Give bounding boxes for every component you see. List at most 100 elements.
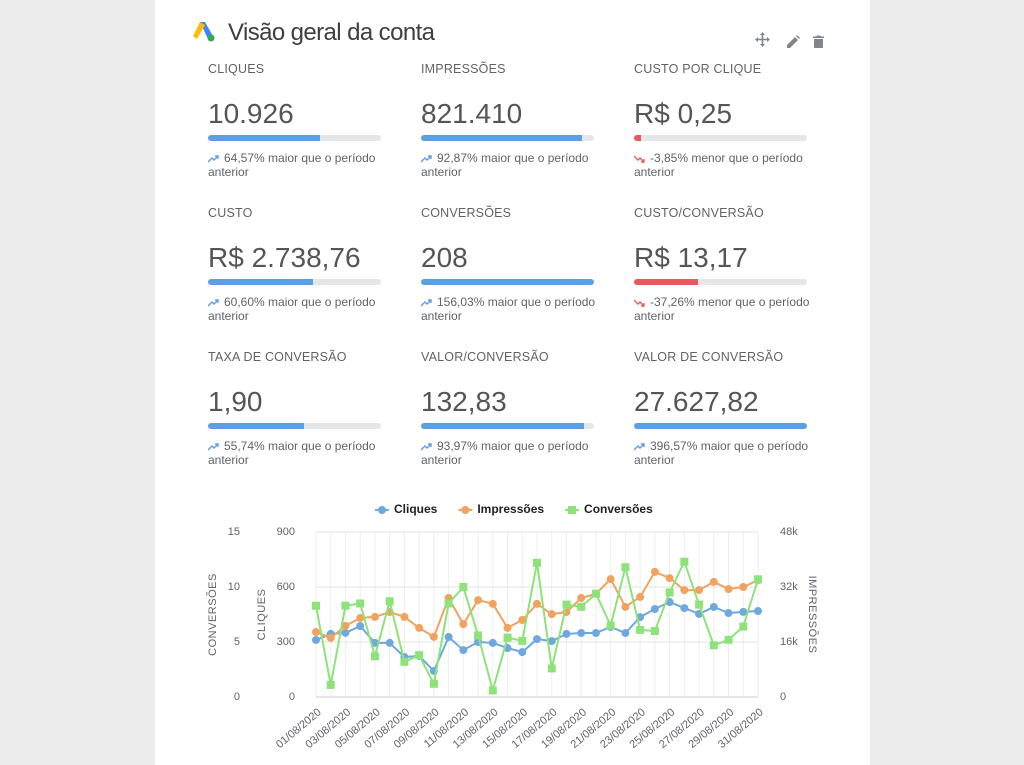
trend-up-icon <box>420 299 432 307</box>
point <box>680 586 689 595</box>
metric-label: CONVERSÕES <box>421 206 512 220</box>
metric-value: R$ 2.738,76 <box>208 242 361 273</box>
change-text: 55,74% maior que o período anterior <box>208 439 376 467</box>
metric-change: 64,57% maior que o período anterior <box>207 151 403 179</box>
point <box>341 628 350 637</box>
move-button[interactable] <box>755 32 770 47</box>
point <box>518 616 527 624</box>
progress-bar <box>634 279 699 285</box>
metric-value: 208 <box>421 242 468 273</box>
change-text: 93,97% maior que o período anterior <box>421 439 589 467</box>
metric-label: VALOR/CONVERSÃO <box>421 350 549 364</box>
point <box>709 602 718 611</box>
point <box>326 633 335 642</box>
ads-logo <box>193 22 215 42</box>
progress-track <box>421 279 594 285</box>
progress-bar <box>208 423 305 429</box>
metric-value: 27.627,82 <box>634 386 759 417</box>
change-text: -3,85% menor que o período anterior <box>634 151 803 179</box>
point <box>385 638 394 647</box>
point <box>429 632 438 641</box>
point <box>341 601 350 610</box>
point <box>724 609 733 618</box>
axis-title: CLIQUES <box>256 589 268 641</box>
point <box>312 628 320 637</box>
point <box>488 686 497 695</box>
edit-button[interactable] <box>787 35 800 48</box>
metric-change: 55,74% maior que o período anterior <box>207 439 403 467</box>
point <box>488 638 497 647</box>
point <box>415 623 424 632</box>
progress-track <box>421 423 594 429</box>
y-tick-label: 600 <box>277 581 295 593</box>
progress-bar <box>421 279 594 285</box>
metric-label: CUSTO POR CLIQUE <box>634 62 762 76</box>
point <box>356 599 365 608</box>
point <box>370 612 379 621</box>
axis-title: IMPRESSÕES <box>806 576 819 654</box>
point <box>709 577 718 586</box>
point <box>370 638 379 647</box>
point <box>326 680 335 689</box>
point <box>724 635 733 644</box>
change-text: 60,60% maior que o período anterior <box>208 295 376 323</box>
metric-value: 132,83 <box>421 386 507 417</box>
point <box>429 679 438 688</box>
point <box>444 599 453 608</box>
metric-value: R$ 13,17 <box>634 242 748 273</box>
legend-label: Impressões <box>477 502 544 516</box>
change-text: -37,26% menor que o período anterior <box>634 295 810 323</box>
point <box>621 602 630 611</box>
change-text: 92,87% maior que o período anterior <box>421 151 589 179</box>
y-tick-label: 16k <box>780 636 798 648</box>
trend-up-icon <box>207 299 219 307</box>
metric-label: CLIQUES <box>208 62 265 76</box>
legend-label: Cliques <box>394 502 438 516</box>
point <box>474 631 483 640</box>
point <box>577 629 586 638</box>
point <box>606 621 615 630</box>
progress-bar <box>208 135 320 141</box>
point <box>636 625 645 634</box>
metric-label: IMPRESSÕES <box>421 62 506 76</box>
progress-track <box>208 135 381 141</box>
trend-down-icon <box>633 155 645 163</box>
progress-track <box>634 135 807 141</box>
point <box>591 629 600 638</box>
progress-bar <box>421 423 584 429</box>
y-tick-label: 48k <box>780 526 798 538</box>
point <box>591 589 600 598</box>
point <box>533 558 541 567</box>
trend-up-icon <box>420 155 432 163</box>
y-tick-label: 5 <box>234 636 240 648</box>
point <box>356 613 365 622</box>
point <box>650 605 659 613</box>
delete-button[interactable] <box>813 35 824 48</box>
axis-title: CONVERSÕES <box>206 573 219 656</box>
y-tick-label: 900 <box>277 526 295 538</box>
point <box>636 592 645 601</box>
metric-value: 821.410 <box>421 98 523 129</box>
point <box>695 586 704 595</box>
point <box>680 557 689 566</box>
metric-change: 92,87% maior que o período anterior <box>420 151 616 179</box>
point <box>562 600 571 609</box>
point <box>312 635 320 644</box>
progress-bar <box>634 423 807 429</box>
legend-marker <box>568 506 577 514</box>
point <box>370 652 379 661</box>
metric-label: TAXA DE CONVERSÃO <box>208 350 347 364</box>
widget-title: Visão geral da conta <box>228 19 435 46</box>
point <box>341 621 350 630</box>
metric-label: VALOR DE CONVERSÃO <box>634 350 784 364</box>
point <box>547 664 556 673</box>
y-tick-label: 10 <box>228 581 240 593</box>
change-text: 396,57% maior que o período anterior <box>634 439 809 467</box>
point <box>665 588 674 597</box>
point <box>400 612 409 621</box>
point <box>459 620 468 629</box>
point <box>650 567 659 576</box>
point <box>385 597 394 606</box>
point <box>518 636 527 645</box>
